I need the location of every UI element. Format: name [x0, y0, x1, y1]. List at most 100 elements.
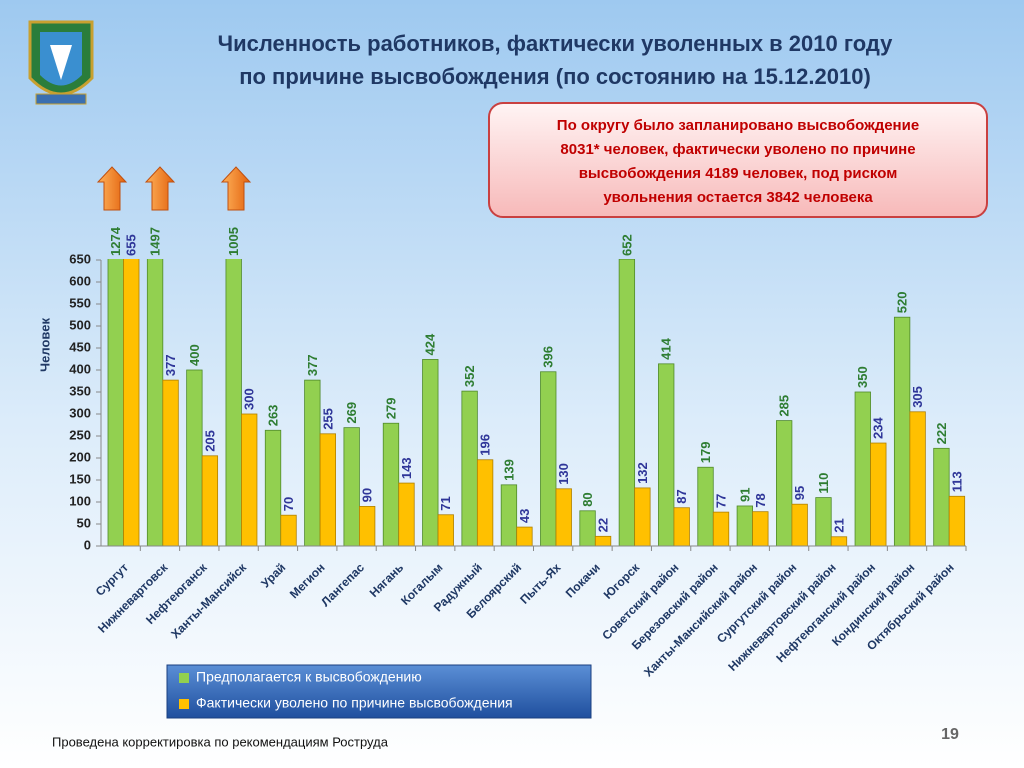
value-label: 179 — [698, 442, 713, 464]
bar — [579, 510, 596, 547]
value-label: 43 — [517, 509, 532, 523]
y-tick-label: 50 — [77, 515, 91, 530]
legend: Предполагается к высвобождению Фактически… — [179, 669, 513, 711]
value-label: 21 — [831, 518, 846, 532]
bar — [791, 503, 808, 547]
bar — [280, 514, 297, 547]
bar — [893, 316, 911, 547]
callout-text: По округу было запланировано высвобожден… — [557, 117, 919, 134]
value-label: 1497 — [148, 227, 163, 256]
footnote: Проведена корректировка по рекомендациям… — [52, 734, 389, 749]
legend-label: Фактически уволено по причине высвобожде… — [196, 695, 513, 711]
bar — [594, 535, 612, 547]
bar — [343, 427, 360, 547]
bar — [634, 487, 651, 547]
title: Численность работников, фактически уволе… — [218, 31, 893, 56]
value-label: 205 — [202, 430, 217, 452]
legend-box — [166, 664, 592, 719]
value-label: 78 — [753, 493, 768, 507]
bar — [752, 511, 769, 547]
y-tick-label: 150 — [69, 471, 91, 486]
value-label: 70 — [281, 497, 296, 511]
bar — [555, 488, 572, 547]
y-tick-label: 0 — [84, 537, 91, 552]
legend-label: Предполагается к высвобождению — [196, 669, 422, 685]
bar — [870, 442, 887, 547]
bar — [540, 371, 557, 547]
value-label: 269 — [344, 402, 359, 424]
bar — [382, 422, 400, 547]
y-tick-label: 250 — [69, 427, 91, 442]
value-label: 130 — [556, 463, 571, 485]
bars — [107, 259, 966, 547]
callout: По округу было запланировано высвобожден… — [557, 117, 919, 206]
y-tick-label: 350 — [69, 383, 91, 398]
y-tick-label: 600 — [69, 273, 91, 288]
bar — [948, 495, 966, 547]
value-label: 77 — [713, 494, 728, 508]
value-label: 80 — [580, 492, 595, 506]
value-label: 222 — [934, 423, 949, 445]
value-label: 87 — [674, 489, 689, 503]
bar — [776, 420, 793, 547]
bar — [854, 391, 871, 547]
value-label: 396 — [541, 346, 556, 368]
legend-swatch — [179, 699, 189, 709]
value-label: 132 — [635, 462, 650, 484]
value-label: 305 — [910, 386, 925, 408]
value-label: 113 — [949, 471, 964, 492]
bar — [398, 482, 415, 547]
bar — [304, 379, 321, 547]
bar — [162, 379, 179, 547]
y-axis-label: Человек — [37, 318, 52, 372]
value-label: 1274 — [108, 226, 123, 256]
bar — [673, 507, 690, 547]
bar — [736, 505, 753, 547]
bar — [359, 505, 376, 547]
bar — [201, 455, 219, 547]
callout-text: увольнения остается 3842 человека — [603, 189, 873, 206]
value-label: 255 — [320, 408, 335, 430]
bar — [264, 429, 282, 547]
value-label: 91 — [737, 487, 752, 501]
bar — [422, 359, 439, 547]
value-label: 652 — [619, 234, 634, 256]
bar — [830, 536, 848, 547]
bar — [712, 511, 730, 547]
value-label: 352 — [462, 365, 477, 387]
arrows — [96, 166, 252, 211]
value-label: 234 — [871, 417, 886, 439]
value-label: 143 — [399, 457, 414, 479]
bar — [658, 363, 675, 547]
value-label: 196 — [478, 434, 493, 456]
callout-box — [488, 102, 988, 218]
value-label: 279 — [383, 398, 398, 420]
bar — [123, 259, 140, 547]
page-number: 19 — [941, 726, 959, 743]
value-label: 414 — [659, 337, 674, 359]
value-label: 400 — [187, 344, 202, 366]
y-tick-label: 550 — [69, 295, 91, 310]
value-label: 110 — [816, 473, 831, 494]
bar — [933, 447, 950, 547]
bar — [186, 369, 203, 547]
value-label: 139 — [501, 459, 516, 481]
y-tick-label: 650 — [69, 251, 91, 266]
value-label: 424 — [423, 333, 438, 355]
value-label: 1005 — [226, 227, 241, 256]
title: по причине высвобождения (по состоянию н… — [239, 64, 871, 89]
value-label: 377 — [163, 354, 178, 376]
value-label: 300 — [242, 388, 257, 410]
value-label: 95 — [792, 486, 807, 500]
y-tick-label: 100 — [69, 493, 91, 508]
bar — [909, 411, 926, 547]
value-label: 22 — [596, 518, 611, 532]
bar — [815, 497, 832, 547]
bar — [618, 259, 636, 547]
y-tick-label: 450 — [69, 339, 91, 354]
callout-text: высвобождения 4189 человек, под риском — [579, 165, 898, 182]
value-label: 71 — [438, 496, 453, 510]
value-label: 90 — [360, 488, 375, 502]
bar — [461, 390, 478, 547]
